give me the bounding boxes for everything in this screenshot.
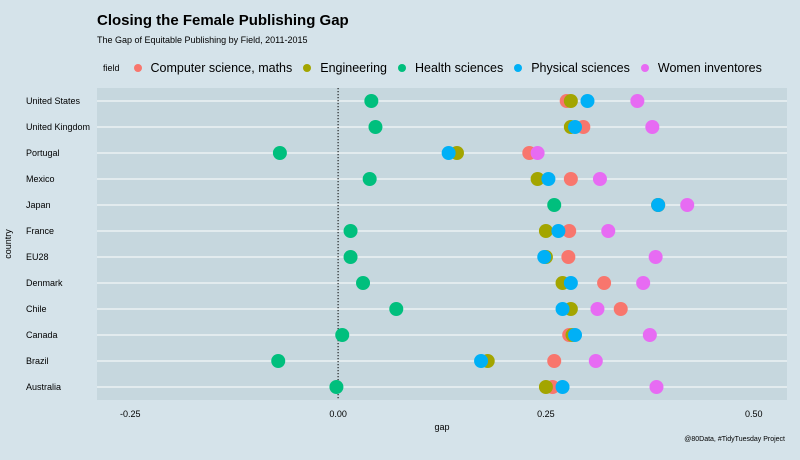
data-point <box>343 250 358 264</box>
data-point <box>335 328 350 342</box>
data-point <box>343 224 358 238</box>
y-tick-labels: United States United Kingdom Portugal Mexic… <box>26 96 90 392</box>
data-point <box>364 94 379 108</box>
y-tick-label: Mexico <box>26 174 55 184</box>
data-point <box>648 250 663 264</box>
data-point <box>630 94 645 108</box>
y-tick-label: France <box>26 226 54 236</box>
legend-label: Computer science, maths <box>150 61 293 75</box>
data-point <box>601 224 616 238</box>
y-tick-label: Denmark <box>26 278 63 288</box>
legend-label: Engineering <box>320 61 387 75</box>
data-point <box>561 250 576 264</box>
legend-item-computer-science: Computer science, maths <box>133 61 293 75</box>
x-tick-label: 0.00 <box>329 409 347 419</box>
data-point <box>541 172 556 186</box>
legend-label: Health sciences <box>414 61 504 75</box>
data-point <box>649 380 664 394</box>
data-point <box>592 172 607 186</box>
legend-swatch <box>397 64 406 72</box>
plot-panel <box>97 88 787 400</box>
legend-item-women-inventores: Women inventores <box>640 61 762 75</box>
data-point <box>441 146 456 160</box>
data-point <box>551 224 566 238</box>
data-point <box>271 354 286 368</box>
legend-label: Physical sciences <box>531 61 630 75</box>
data-point <box>590 302 605 316</box>
chart-caption: @80Data, #TidyTuesday Project <box>684 436 785 443</box>
legend-label: Women inventores <box>657 61 762 75</box>
data-point <box>651 198 666 212</box>
y-axis-title: country <box>3 229 13 259</box>
y-tick-label: Chile <box>26 304 47 314</box>
x-tick-label: 0.25 <box>537 409 555 419</box>
data-point <box>588 354 603 368</box>
legend: field Computer science, maths Engineerin… <box>103 60 773 76</box>
y-tick-label: Portugal <box>26 148 60 158</box>
legend-swatch <box>133 64 142 72</box>
data-point <box>356 276 371 290</box>
data-point <box>272 146 287 160</box>
data-point <box>680 198 695 212</box>
data-point <box>562 224 577 238</box>
data-point <box>580 94 595 108</box>
legend-swatch <box>640 64 649 72</box>
data-point <box>547 354 562 368</box>
data-point <box>538 380 553 394</box>
y-tick-label: Canada <box>26 330 58 340</box>
data-point <box>547 198 562 212</box>
data-point <box>530 146 545 160</box>
legend-swatch <box>303 64 312 72</box>
chart-title: Closing the Female Publishing Gap <box>97 12 349 29</box>
chart-subtitle: The Gap of Equitable Publishing by Field… <box>97 35 308 45</box>
data-point <box>568 328 583 342</box>
x-axis-title: gap <box>434 422 449 432</box>
legend-item-engineering: Engineering <box>303 61 387 75</box>
data-point <box>563 276 578 290</box>
y-tick-label: United States <box>26 96 81 106</box>
data-points <box>271 94 695 394</box>
data-point <box>368 120 383 134</box>
data-point <box>642 328 657 342</box>
y-tick-label: EU28 <box>26 252 49 262</box>
legend-swatch <box>514 64 523 72</box>
x-tick-label: 0.50 <box>745 409 763 419</box>
y-tick-label: Brazil <box>26 356 49 366</box>
legend-item-health-sciences: Health sciences <box>397 61 504 75</box>
data-point <box>537 250 552 264</box>
data-point <box>329 380 344 394</box>
x-tick-labels: -0.25 0.00 0.25 0.50 <box>120 409 763 419</box>
data-point <box>597 276 612 290</box>
data-point <box>555 380 570 394</box>
grid-lines <box>97 100 787 388</box>
data-point <box>362 172 377 186</box>
x-tick-label: -0.25 <box>120 409 141 419</box>
y-tick-label: United Kingdom <box>26 122 90 132</box>
data-point <box>474 354 489 368</box>
data-point <box>645 120 660 134</box>
data-point <box>568 120 583 134</box>
legend-title: field <box>103 63 120 73</box>
y-tick-label: Japan <box>26 200 51 210</box>
data-point <box>563 172 578 186</box>
y-tick-label: Australia <box>26 382 61 392</box>
data-point <box>613 302 628 316</box>
legend-item-physical-sciences: Physical sciences <box>514 61 630 75</box>
data-point <box>538 224 553 238</box>
data-point <box>530 172 545 186</box>
data-point <box>636 276 651 290</box>
data-point <box>389 302 404 316</box>
data-point <box>563 94 578 108</box>
data-point <box>555 302 570 316</box>
